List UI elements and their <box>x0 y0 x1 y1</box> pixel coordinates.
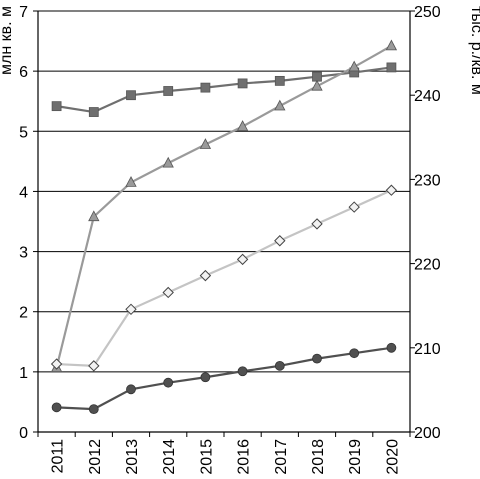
right-axis-title: тыс. р./кв. м <box>468 6 480 95</box>
x-tick-label: 2014 <box>161 439 178 475</box>
data-point-square <box>274 75 285 86</box>
series-square <box>51 62 397 117</box>
series-line <box>56 346 392 411</box>
data-point-square <box>126 90 136 101</box>
right-tick-label: 200 <box>414 425 441 442</box>
data-point-square <box>88 107 99 117</box>
data-point-diamond <box>311 218 323 230</box>
series-line <box>55 44 392 368</box>
data-point-triangle <box>311 79 323 91</box>
x-tick-label: 2012 <box>87 439 104 475</box>
series-circle <box>51 342 397 415</box>
right-tick-label: 230 <box>414 172 441 189</box>
left-tick-label: 7 <box>19 4 28 21</box>
data-point-circle <box>386 342 397 353</box>
x-axis-tick-labels: 2011 2012 2013 2014 2015 2016 2017 2018 2019 2020 <box>50 439 402 475</box>
data-point-triangle <box>88 210 100 222</box>
x-tick-label: 2019 <box>347 439 364 475</box>
left-tick-label: 4 <box>19 184 28 201</box>
data-point-square <box>51 101 62 112</box>
series-group <box>50 39 398 415</box>
left-tick-label: 1 <box>19 365 28 382</box>
x-tick-label: 2016 <box>236 439 253 475</box>
data-point-triangle <box>125 176 137 187</box>
left-axis-title: млн кв. м <box>0 6 15 75</box>
data-point-circle <box>312 353 322 364</box>
left-tick-label: 0 <box>19 425 28 442</box>
x-tick-label: 2020 <box>384 439 401 475</box>
data-point-diamond <box>88 360 100 372</box>
data-point-circle <box>200 372 211 383</box>
data-point-triangle <box>236 120 249 131</box>
series-diamond <box>50 184 398 372</box>
x-tick-label: 2017 <box>273 439 290 475</box>
data-point-diamond <box>385 184 398 196</box>
left-tick-label: 2 <box>19 305 28 322</box>
series-triangle <box>50 39 398 373</box>
data-point-square <box>386 62 397 73</box>
data-point-triangle <box>199 138 212 149</box>
data-point-square <box>200 82 211 93</box>
data-point-circle <box>51 402 62 413</box>
data-point-diamond <box>50 358 63 370</box>
left-tick-label: 6 <box>19 64 28 81</box>
data-point-triangle <box>274 99 286 111</box>
data-point-circle <box>237 366 248 377</box>
data-point-square <box>163 86 174 96</box>
series-line <box>56 189 392 367</box>
data-point-circle <box>274 360 285 371</box>
data-point-triangle <box>348 60 360 72</box>
data-point-square <box>237 78 248 89</box>
gridlines <box>38 10 410 373</box>
right-tick-label: 250 <box>414 4 441 21</box>
left-axis-tick-labels: 0 1 2 3 4 5 6 7 <box>19 4 28 442</box>
x-tick-label: 2015 <box>198 439 215 475</box>
data-point-circle <box>163 377 174 388</box>
right-tick-label: 240 <box>414 88 441 105</box>
right-tick-label: 210 <box>414 341 441 358</box>
data-point-diamond <box>274 235 286 247</box>
data-point-circle <box>349 348 360 359</box>
data-point-circle <box>126 384 136 395</box>
data-point-diamond <box>348 201 360 213</box>
x-tick-label: 2011 <box>50 439 67 474</box>
data-point-diamond <box>199 269 212 282</box>
series-line <box>56 66 392 114</box>
x-tick-label: 2013 <box>124 439 141 475</box>
left-tick-label: 5 <box>19 124 28 141</box>
data-point-diamond <box>162 286 174 299</box>
x-tick-label: 2018 <box>310 439 327 475</box>
data-point-triangle <box>385 39 398 51</box>
left-tick-label: 3 <box>19 245 28 262</box>
data-point-diamond <box>236 253 249 266</box>
data-point-diamond <box>125 303 137 316</box>
right-axis-tick-labels: 200 210 220 230 240 250 <box>414 4 441 442</box>
axes <box>33 10 415 437</box>
data-point-triangle <box>162 156 174 168</box>
data-point-circle <box>88 404 99 415</box>
right-tick-label: 220 <box>414 257 441 274</box>
